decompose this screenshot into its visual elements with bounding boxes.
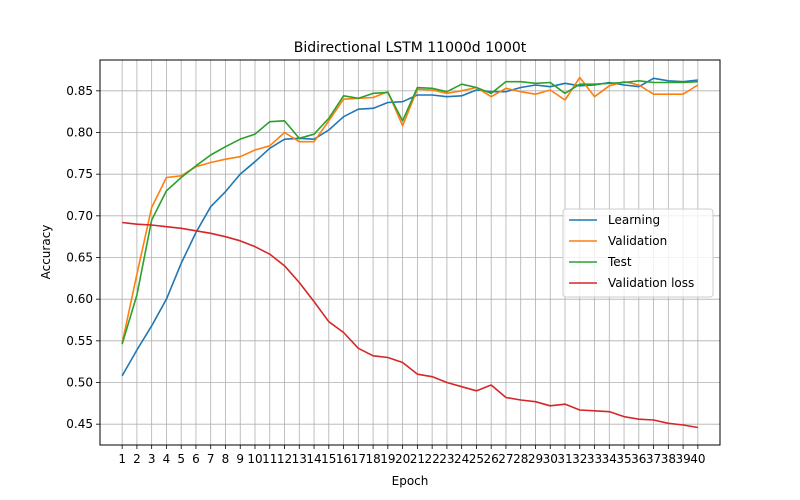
x-tick-label: 18 [365, 452, 380, 466]
y-tick-label: 0.55 [66, 334, 93, 348]
y-tick-label: 0.65 [66, 251, 93, 265]
x-axis-ticks: 1 2 3 4 5 6 7 8 9 10 11 12 13 14 15 16 17 18 19 20 21 22 23 24 2… [118, 445, 705, 466]
y-tick-label: 0.70 [66, 209, 93, 223]
x-tick-label: 35 [616, 452, 631, 466]
x-tick-label: 29 [528, 452, 543, 466]
y-tick-label: 0.45 [66, 417, 93, 431]
x-tick-label: 6 [192, 452, 200, 466]
x-tick-label: 26 [484, 452, 499, 466]
x-tick-label: 32 [572, 452, 587, 466]
x-tick-label: 7 [207, 452, 215, 466]
x-tick-label: 23 [439, 452, 454, 466]
x-tick-label: 22 [425, 452, 440, 466]
x-tick-label: 17 [351, 452, 366, 466]
x-tick-label: 39 [675, 452, 690, 466]
y-tick-label: 0.75 [66, 167, 93, 181]
x-tick-label: 27 [498, 452, 513, 466]
x-tick-label: 34 [602, 452, 617, 466]
legend-label-test: Test [607, 255, 632, 269]
x-tick-label: 38 [661, 452, 676, 466]
y-axis-title: Accuracy [39, 225, 53, 280]
x-tick-label: 16 [336, 452, 351, 466]
x-tick-label: 13 [292, 452, 307, 466]
y-tick-label: 0.60 [66, 292, 93, 306]
x-tick-label: 5 [177, 452, 185, 466]
y-tick-label: 0.85 [66, 84, 93, 98]
legend-label-validation-loss: Validation loss [608, 276, 694, 290]
x-tick-label: 10 [247, 452, 262, 466]
x-tick-label: 19 [380, 452, 395, 466]
x-tick-label: 2 [133, 452, 141, 466]
x-tick-label: 40 [690, 452, 705, 466]
x-tick-label: 30 [543, 452, 558, 466]
series-line-validation [121, 76, 699, 344]
legend-label-learning: Learning [608, 213, 660, 227]
x-tick-label: 1 [118, 452, 126, 466]
x-tick-label: 11 [262, 452, 277, 466]
x-tick-label: 8 [222, 452, 230, 466]
x-tick-label: 33 [587, 452, 602, 466]
x-tick-label: 37 [646, 452, 661, 466]
x-tick-label: 14 [306, 452, 321, 466]
x-tick-label: 36 [631, 452, 646, 466]
x-tick-label: 9 [236, 452, 244, 466]
x-tick-label: 21 [410, 452, 425, 466]
y-tick-label: 0.50 [66, 376, 93, 390]
legend-label-validation: Validation [608, 234, 667, 248]
series-line-validation-loss [122, 221, 698, 429]
series-line-test [121, 80, 698, 345]
y-tick-label: 0.80 [66, 126, 93, 140]
x-tick-label: 25 [469, 452, 484, 466]
y-axis-ticks: 0.45 0.50 0.55 0.60 0.65 0.70 0.75 0.80 0.85 [66, 84, 100, 431]
chart-title: Bidirectional LSTM 11000d 1000t [294, 40, 527, 56]
legend-frame [562, 208, 714, 298]
x-tick-label: 3 [148, 452, 156, 466]
x-axis-title: Epoch [392, 474, 429, 488]
x-tick-label: 20 [395, 452, 410, 466]
x-tick-label: 12 [277, 452, 292, 466]
x-tick-label: 15 [321, 452, 336, 466]
x-tick-label: 31 [557, 452, 572, 466]
plot-area-frame [99, 59, 721, 446]
x-tick-label: 4 [163, 452, 171, 466]
series-lines [121, 76, 699, 429]
x-tick-label: 24 [454, 452, 469, 466]
x-tick-label: 28 [513, 452, 528, 466]
legend: Learning Validation Test Validation loss [562, 208, 714, 298]
